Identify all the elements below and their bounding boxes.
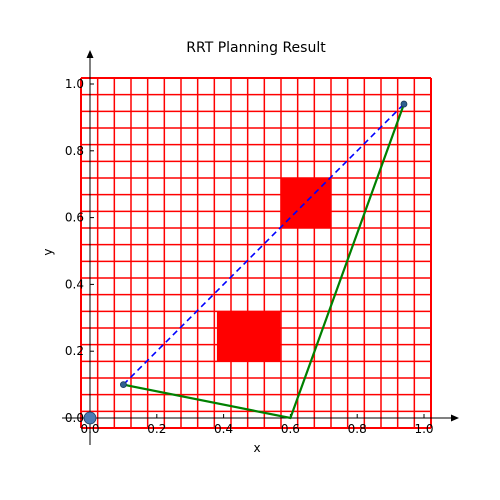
y-tick-label: 0.6 (65, 211, 84, 225)
y-tick-label: 1.0 (65, 77, 84, 91)
dashed-path-line (122, 103, 405, 386)
markers (83, 100, 408, 425)
x-tick-label: 1.0 (414, 422, 433, 436)
x-tick-label: 0.0 (80, 422, 99, 436)
y-tick-label: 0.4 (65, 277, 84, 291)
grid (80, 77, 432, 429)
tick-labels: 0.0 0.2 0.4 0.6 0.8 1.0 0.0 0.2 0.4 0.6 0.8 1.0 (65, 77, 434, 436)
chart-title: RRT Planning Result (186, 40, 326, 56)
obstacles (216, 177, 331, 362)
x-tick-label: 0.2 (147, 422, 166, 436)
solid-path-line (123, 103, 405, 420)
x-axis-label: x (253, 441, 260, 455)
x-tick-label: 0.8 (348, 422, 367, 436)
x-axis-arrow (451, 414, 459, 422)
obstacle (216, 311, 281, 362)
x-tick-label: 0.4 (214, 422, 233, 436)
path-node-marker (400, 100, 408, 108)
y-tick-label: 0.0 (65, 411, 84, 425)
series (122, 103, 405, 420)
axes (62, 50, 459, 445)
origin-marker (83, 411, 97, 425)
y-tick-label: 0.2 (65, 344, 84, 358)
y-axis-label: y (41, 248, 55, 255)
path-node-marker (120, 381, 127, 389)
x-tick-label: 0.6 (281, 422, 300, 436)
y-axis-arrow (86, 50, 94, 58)
y-tick-label: 0.8 (65, 144, 84, 158)
